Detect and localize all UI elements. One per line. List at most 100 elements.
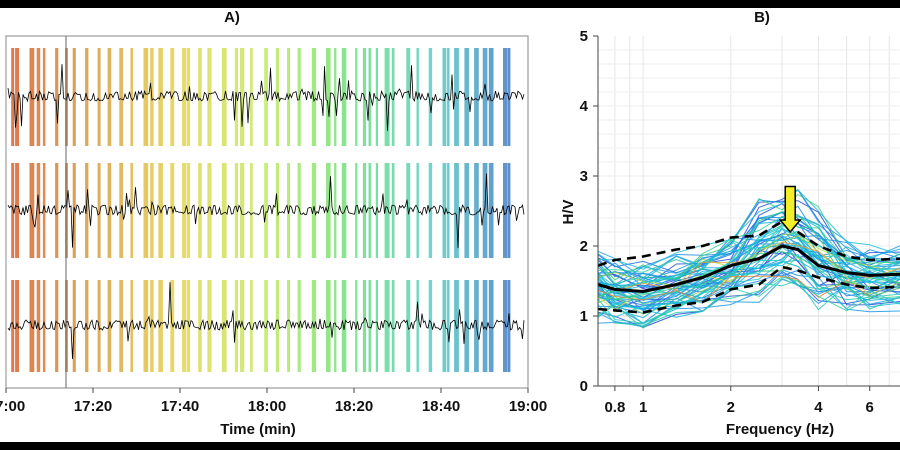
window-bar [143, 163, 149, 258]
window-bar [97, 48, 101, 146]
window-bar [15, 48, 20, 146]
window-bar [368, 48, 371, 146]
window-bar [488, 280, 494, 372]
window-bar [143, 280, 149, 372]
window-bar [198, 48, 202, 146]
window-bar [442, 163, 447, 258]
window-bar [341, 48, 347, 146]
y-tick-label: 1 [580, 308, 588, 325]
window-bar [150, 163, 154, 258]
window-bar [488, 163, 494, 258]
window-bar [42, 48, 46, 146]
window-bar [249, 48, 253, 146]
window-bar [384, 48, 390, 146]
window-bar [42, 163, 46, 258]
window-bar [326, 48, 331, 146]
window-bar [503, 280, 508, 372]
panel-b-title: B) [754, 9, 770, 26]
x-tick-label: 0.8 [604, 399, 625, 416]
panel-b-y-label: H/V [560, 199, 577, 224]
window-bar [287, 48, 291, 146]
window-bar [341, 163, 347, 258]
window-bar [482, 280, 488, 372]
window-bar [447, 280, 450, 372]
window-bar [158, 280, 163, 372]
window-bar [287, 280, 291, 372]
window-bar [442, 48, 447, 146]
window-bar [474, 163, 479, 258]
window-bar [119, 48, 124, 146]
window-bar [55, 48, 59, 146]
panel-a-x-ticks: 17:00 17:20 17:40 18:00 18:20 18:40 19:00 [0, 388, 547, 415]
window-bar [240, 48, 245, 146]
window-bar [368, 163, 371, 258]
x-tick-label: 2 [727, 399, 735, 416]
x-tick-label: 19:00 [509, 398, 547, 415]
window-bar [275, 48, 279, 146]
window-bar [207, 163, 212, 258]
window-bar [264, 163, 268, 258]
window-bar [72, 48, 76, 146]
window-bar [207, 280, 212, 372]
window-bar [15, 280, 20, 372]
window-bar [464, 163, 470, 258]
window-bar [65, 163, 68, 258]
hv-window-curve [597, 194, 900, 282]
panel-a-x-label: Time (min) [220, 421, 296, 438]
window-bar [249, 280, 253, 372]
window-bar [297, 163, 301, 258]
hv-window-curve [597, 244, 900, 287]
window-bar [454, 163, 459, 258]
window-bar [170, 280, 175, 372]
hv-window-curve [597, 235, 900, 286]
hv-window-curve [597, 259, 900, 297]
window-bar [334, 280, 337, 372]
window-bar [503, 163, 508, 258]
window-bar [355, 48, 358, 146]
window-bar [65, 48, 68, 146]
seismic-trace [7, 173, 525, 249]
seismic-trace [7, 282, 525, 360]
window-bar [391, 48, 395, 146]
hv-window-curve [597, 247, 900, 300]
panel-b-x-label: Frequency (Hz) [726, 421, 834, 438]
window-bar [375, 48, 378, 146]
hv-window-curve [597, 241, 900, 292]
window-bar [362, 163, 367, 258]
y-tick-label: 4 [580, 98, 589, 115]
window-bar [362, 280, 367, 372]
window-bar [384, 163, 390, 258]
window-bar [240, 163, 245, 258]
window-bar [65, 280, 68, 372]
std-hv-curve [597, 265, 900, 314]
hv-window-curve [597, 272, 900, 324]
window-bar [311, 48, 317, 146]
x-tick-label: 17:40 [161, 398, 199, 415]
hv-window-curve [597, 261, 900, 319]
window-bar [326, 280, 331, 372]
window-bar [507, 280, 511, 372]
peak-arrow [778, 185, 802, 234]
window-bar [158, 48, 163, 146]
window-bar [97, 163, 101, 258]
hv-window-curve [597, 205, 900, 278]
panel-b-plot-area [598, 36, 900, 386]
hv-window-curve [597, 189, 900, 279]
y-tick-label: 5 [580, 28, 588, 45]
window-bar [355, 163, 358, 258]
peak-arrow-shape [778, 185, 802, 234]
window-bar [447, 163, 450, 258]
window-bar [182, 163, 186, 258]
window-bar [36, 163, 41, 258]
hv-window-curve [597, 215, 900, 282]
hv-window-curve [597, 230, 900, 290]
window-bar [85, 163, 89, 258]
window-bar [198, 280, 202, 372]
hv-window-curve [597, 189, 900, 289]
window-bar [503, 48, 508, 146]
panel-b-stat-curves [597, 220, 900, 314]
hv-window-curve [597, 216, 900, 285]
hv-window-curve [597, 217, 900, 274]
